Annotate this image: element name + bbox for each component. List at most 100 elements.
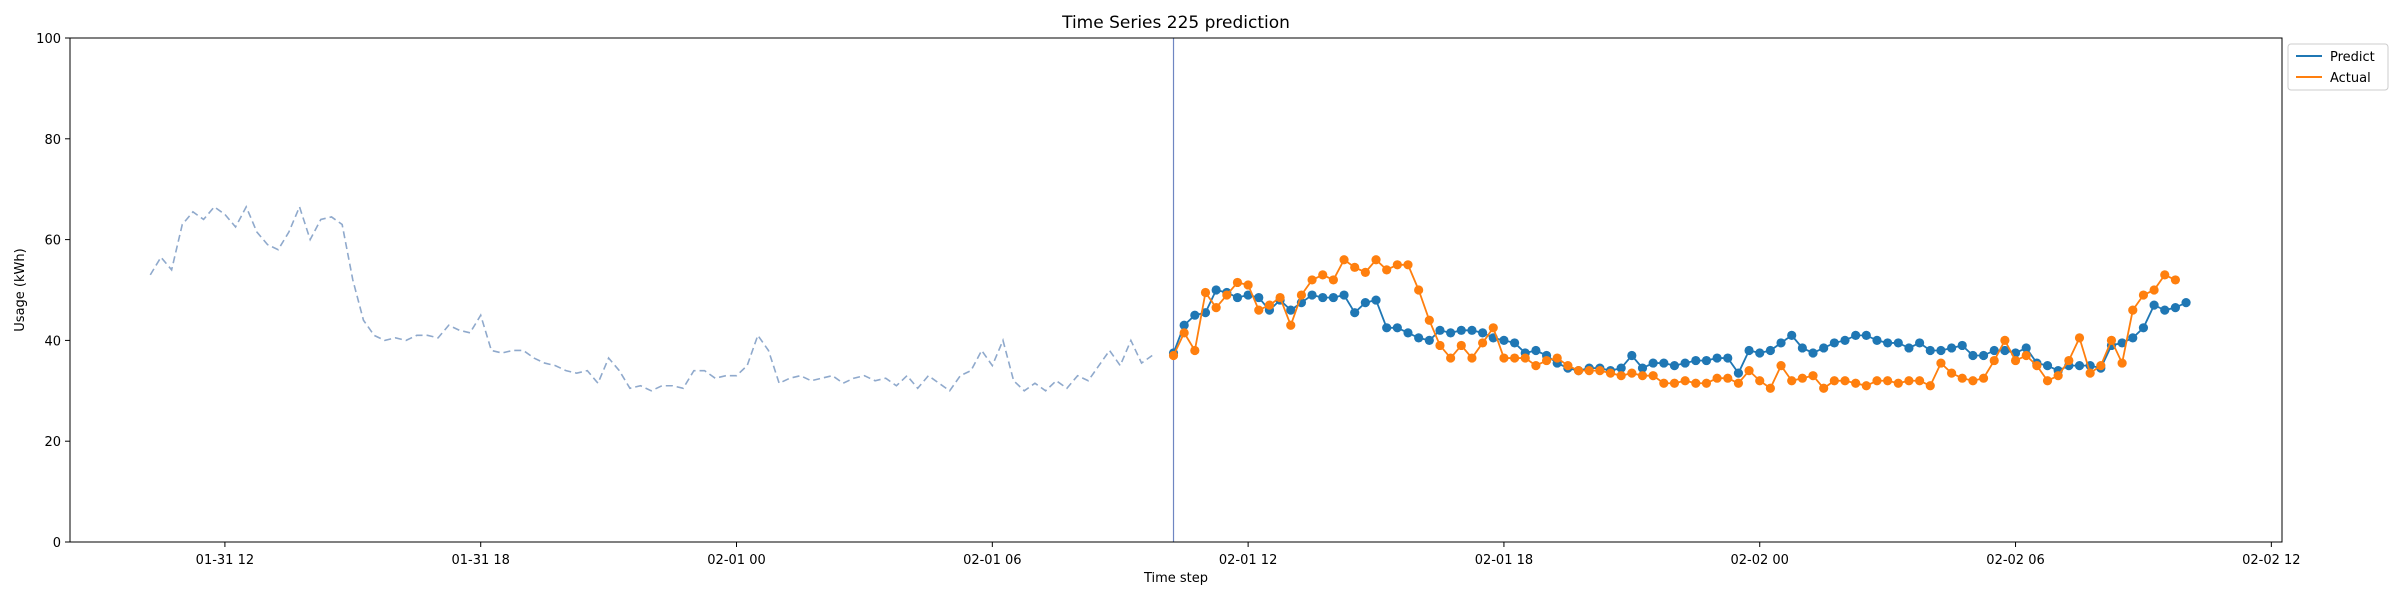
- actual-point: [1701, 378, 1712, 388]
- predict-point: [1360, 298, 1370, 308]
- actual-point: [1179, 328, 1189, 338]
- actual-point: [1946, 368, 1957, 378]
- y-axis-title: Usage (kWh): [13, 248, 28, 331]
- predict-point: [1637, 363, 1648, 373]
- predict-point: [1328, 292, 1338, 303]
- history-line: [149, 204, 1153, 392]
- y-tick-label: 0: [53, 536, 61, 551]
- actual-point: [1168, 350, 1179, 361]
- actual-point: [1275, 292, 1285, 303]
- actual-point: [2106, 335, 2117, 345]
- actual-point: [1755, 376, 1765, 386]
- predict-point: [2074, 361, 2085, 371]
- predict-point: [2117, 338, 2127, 348]
- predict-point: [1435, 325, 1445, 335]
- y-tick-label: 20: [44, 435, 61, 450]
- actual-point: [2170, 275, 2181, 285]
- predict-point: [2128, 333, 2138, 343]
- predict-point: [1286, 305, 1296, 315]
- actual-point: [1776, 361, 1786, 371]
- actual-point: [2085, 368, 2095, 378]
- actual-point: [1925, 381, 1935, 391]
- predict-point: [1318, 292, 1328, 303]
- predict-point: [1350, 308, 1360, 318]
- actual-point: [2160, 270, 2170, 280]
- predict-point: [1819, 343, 1829, 353]
- actual-point: [1350, 262, 1360, 272]
- predict-point: [1499, 335, 1509, 345]
- actual-point: [1787, 376, 1797, 386]
- predict-point: [1915, 338, 1925, 348]
- actual-point: [2074, 333, 2085, 343]
- x-tick-label: 02-01 06: [963, 553, 1021, 568]
- actual-point: [1403, 260, 1413, 270]
- plot-area: [149, 38, 2191, 542]
- actual-point: [2032, 361, 2042, 371]
- actual-point: [1499, 353, 1509, 363]
- y-tick-label: 60: [44, 234, 61, 249]
- predict-point: [1254, 292, 1264, 303]
- predict-point: [1691, 355, 1701, 366]
- predict-point: [1200, 308, 1211, 318]
- actual-point: [1648, 371, 1658, 381]
- predict-point: [1616, 363, 1626, 373]
- predict-point: [1243, 290, 1253, 300]
- actual-point: [1446, 353, 1456, 363]
- predict-point: [2149, 300, 2159, 310]
- actual-point: [1541, 355, 1552, 366]
- actual-point: [1360, 267, 1370, 277]
- predict-point: [1659, 358, 1669, 368]
- actual-point: [1797, 373, 1807, 383]
- actual-point: [1584, 366, 1594, 376]
- actual-point: [1829, 376, 1839, 386]
- actual-point: [1254, 305, 1264, 315]
- predict-point: [1424, 335, 1434, 345]
- actual-point: [1616, 371, 1626, 381]
- predict-point: [2042, 361, 2053, 371]
- predict-point: [1744, 345, 1754, 356]
- actual-point: [1296, 290, 1307, 300]
- predict-point: [1307, 290, 1317, 300]
- actual-series: [1168, 255, 2181, 393]
- actual-point: [2000, 335, 2010, 345]
- predict-point: [2021, 343, 2031, 353]
- y-tick-label: 100: [36, 32, 61, 47]
- plot-frame: [69, 37, 2283, 543]
- predict-point: [1851, 330, 1861, 340]
- actual-point: [1605, 368, 1616, 378]
- predict-point: [1414, 333, 1424, 343]
- predict-point: [1648, 358, 1658, 368]
- predict-point: [1339, 290, 1349, 300]
- predict-point: [2170, 303, 2181, 313]
- actual-point: [1637, 371, 1648, 381]
- predict-point: [1829, 338, 1839, 348]
- predict-point: [1978, 350, 1989, 361]
- predict-point: [1179, 320, 1189, 330]
- x-tick-label: 02-02 06: [1986, 553, 2044, 568]
- predict-point: [1755, 348, 1765, 358]
- predict-point: [2138, 323, 2149, 333]
- x-axis-title: Time step: [1143, 571, 1208, 586]
- actual-point: [2138, 290, 2149, 300]
- predict-point: [1765, 345, 1775, 356]
- actual-point: [1328, 275, 1338, 285]
- actual-point: [1957, 373, 1967, 383]
- actual-point: [1808, 371, 1818, 381]
- actual-point: [1286, 320, 1296, 330]
- actual-point: [2053, 371, 2063, 381]
- predict-point: [1531, 345, 1541, 356]
- predict-point: [1478, 328, 1488, 338]
- actual-point: [1861, 381, 1871, 391]
- predict-point: [1989, 345, 1999, 356]
- legend-predict-label: Predict: [2330, 50, 2375, 65]
- actual-point: [1414, 285, 1424, 295]
- predict-point: [1509, 338, 1520, 348]
- actual-point: [1382, 265, 1392, 275]
- actual-point: [1765, 383, 1775, 393]
- actual-point: [1456, 340, 1466, 351]
- actual-point: [1712, 373, 1722, 383]
- actual-point: [1680, 376, 1690, 386]
- x-tick-label: 02-02 12: [2242, 553, 2300, 568]
- legend-actual-label: Actual: [2330, 71, 2371, 86]
